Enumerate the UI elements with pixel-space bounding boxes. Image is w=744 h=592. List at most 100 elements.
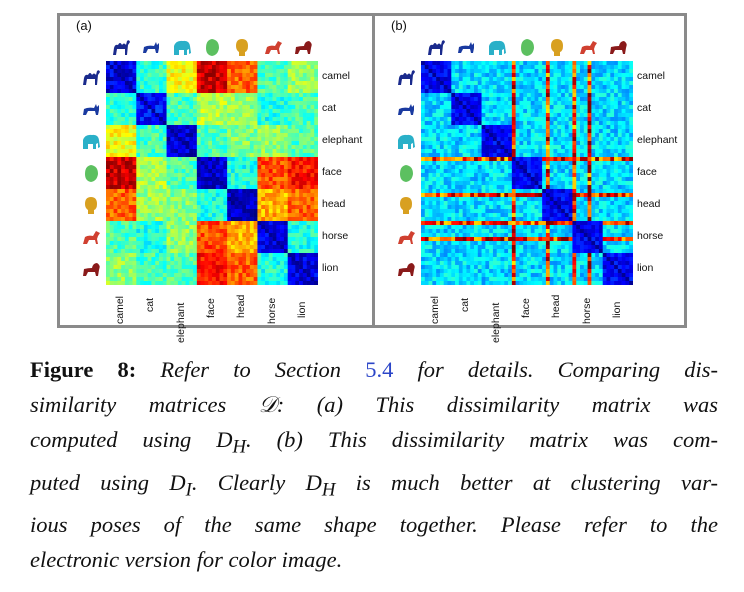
matrix-cell	[155, 233, 160, 238]
matrix-cell	[485, 149, 490, 154]
matrix-cell	[208, 213, 213, 218]
matrix-cell	[242, 181, 247, 186]
matrix-cell	[621, 61, 626, 66]
matrix-cell	[424, 177, 429, 182]
matrix-cell	[276, 249, 281, 254]
matrix-cell	[147, 173, 152, 178]
matrix-cell	[121, 169, 126, 174]
matrix-cell	[181, 149, 186, 154]
matrix-cell	[238, 89, 243, 94]
matrix-cell	[246, 137, 251, 142]
matrix-cell	[117, 73, 122, 78]
cat-icon	[140, 37, 162, 57]
matrix-cell	[283, 257, 289, 262]
matrix-cell	[610, 89, 615, 94]
matrix-cell	[230, 169, 236, 174]
matrix-cell	[310, 205, 315, 210]
matrix-cell	[474, 121, 479, 126]
matrix-cell	[242, 237, 247, 242]
matrix-cell	[538, 113, 543, 118]
matrix-cell	[276, 193, 281, 198]
matrix-cell	[439, 101, 445, 106]
matrix-cell	[159, 209, 164, 214]
matrix-cell	[439, 129, 445, 134]
matrix-cell	[109, 269, 114, 274]
matrix-cell	[485, 121, 490, 126]
matrix-cell	[261, 197, 266, 202]
matrix-cell	[181, 269, 186, 274]
matrix-cell	[496, 177, 501, 182]
matrix-cell	[621, 157, 626, 162]
matrix-cell	[310, 141, 315, 146]
matrix-cell	[614, 181, 619, 186]
matrix-cell	[106, 97, 111, 102]
matrix-cell	[591, 173, 596, 178]
matrix-cell	[617, 105, 622, 110]
row-label-lion: lion	[322, 262, 339, 274]
matrix-cell	[166, 161, 171, 166]
matrix-cell	[568, 61, 573, 66]
matrix-cell	[253, 121, 258, 126]
matrix-cell	[576, 161, 581, 166]
matrix-cell	[595, 177, 600, 182]
matrix-cell	[481, 129, 486, 134]
matrix-cell	[261, 69, 266, 74]
matrix-cell	[200, 177, 205, 182]
matrix-cell	[542, 109, 547, 114]
matrix-cell	[602, 173, 607, 178]
matrix-cell	[106, 133, 111, 138]
matrix-cell	[249, 173, 254, 178]
matrix-cell	[208, 273, 213, 278]
matrix-cell	[424, 153, 429, 158]
matrix-cell	[159, 153, 164, 158]
matrix-cell	[234, 253, 239, 258]
matrix-cell	[181, 233, 186, 238]
matrix-cell	[140, 77, 145, 82]
matrix-cell	[147, 153, 152, 158]
matrix-cell	[147, 145, 152, 150]
matrix-cell	[162, 109, 167, 114]
matrix-cell	[470, 181, 475, 186]
matrix-cell	[200, 121, 205, 126]
matrix-cell	[159, 61, 164, 66]
matrix-cell	[238, 229, 243, 234]
matrix-cell	[253, 153, 258, 158]
matrix-cell	[181, 185, 186, 190]
matrix-cell	[196, 233, 201, 238]
matrix-cell	[181, 205, 186, 210]
matrix-cell	[234, 141, 239, 146]
elephant-icon	[80, 131, 102, 151]
matrix-cell	[238, 277, 243, 282]
matrix-cell	[174, 121, 179, 126]
matrix-cell	[136, 189, 141, 194]
matrix-cell	[447, 109, 452, 114]
matrix-cell	[595, 149, 600, 154]
matrix-cell	[113, 257, 118, 262]
matrix-cell	[614, 165, 619, 170]
matrix-cell	[306, 61, 311, 66]
matrix-cell	[246, 241, 251, 246]
matrix-cell	[212, 253, 217, 258]
matrix-cell	[606, 73, 611, 78]
matrix-cell	[246, 133, 251, 138]
matrix-cell	[580, 157, 585, 162]
matrix-cell	[614, 113, 619, 118]
matrix-cell	[136, 217, 141, 222]
matrix-cell	[121, 213, 126, 218]
matrix-cell	[109, 81, 114, 86]
matrix-cell	[166, 61, 171, 66]
matrix-cell	[223, 65, 228, 70]
matrix-cell	[166, 81, 171, 86]
matrix-cell	[109, 121, 114, 126]
matrix-cell	[280, 77, 285, 82]
matrix-cell	[265, 73, 270, 78]
matrix-cell	[610, 181, 615, 186]
matrix-cell	[140, 265, 145, 270]
matrix-cell	[455, 125, 460, 130]
matrix-cell	[306, 185, 311, 190]
matrix-cell	[489, 81, 494, 86]
matrix-cell	[302, 69, 307, 74]
matrix-cell	[557, 113, 562, 118]
matrix-cell	[193, 201, 198, 206]
matrix-cell	[124, 237, 130, 242]
